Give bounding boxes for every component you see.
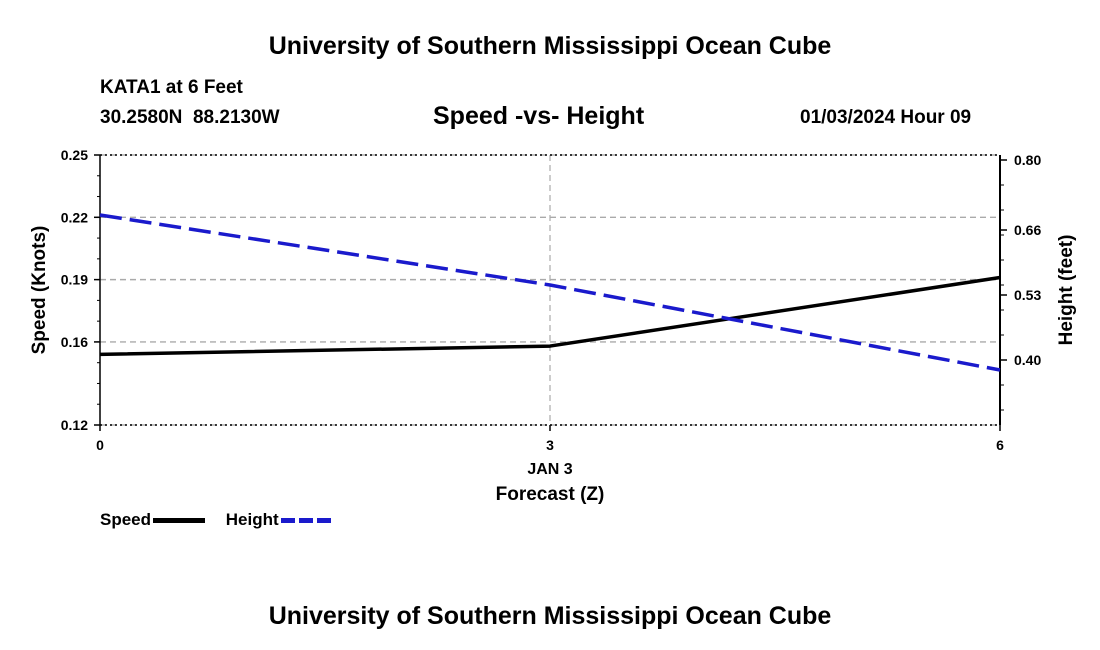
y-left-tick-label: 0.25 [61, 147, 88, 163]
legend-label-height: Height [225, 510, 279, 529]
series-line-height [99, 213, 1001, 372]
legend-swatch-speed [153, 518, 206, 524]
x-date-label: JAN 3 [527, 461, 572, 478]
legend: Speed Height [100, 510, 349, 530]
series-line-speed [99, 275, 1001, 357]
station-label: KATA1 at 6 Feet [100, 77, 243, 98]
coordinates: 30.2580N 88.2130W [100, 107, 280, 129]
forecast-datetime: 01/03/2024 Hour 09 [800, 107, 972, 128]
x-tick-label: 3 [546, 437, 554, 453]
chart-title: University of Southern Mississippi Ocean… [268, 32, 832, 60]
y-right-tick-label: 0.40 [1014, 352, 1041, 368]
y-right-tick-label: 0.80 [1014, 152, 1041, 168]
x-tick-label: 0 [96, 437, 104, 453]
longitude: 88.2130W [192, 107, 280, 128]
latitude: 30.2580N [100, 107, 183, 128]
y-left-axis-label: Speed (Knots) [29, 226, 50, 355]
x-tick-label: 6 [996, 437, 1004, 453]
footer-title: University of Southern Mississippi Ocean… [268, 602, 832, 630]
legend-swatch-height [280, 518, 333, 524]
chart-subtitle: Speed -vs- Height [433, 102, 645, 130]
line-chart: 0.25 0.22 0.19 0.16 0.12 0.80 0.66 0.53 0.40 0 3 6 J… [29, 147, 1077, 505]
y-left-tick-label: 0.12 [61, 417, 88, 433]
y-left-tick-label: 0.16 [61, 334, 88, 350]
y-right-tick-label: 0.53 [1014, 287, 1041, 303]
y-right-tick-label: 0.66 [1014, 222, 1041, 238]
legend-item-speed: Speed [100, 510, 206, 530]
y-left-tick-label: 0.19 [61, 272, 88, 288]
x-axis-label: Forecast (Z) [496, 484, 605, 505]
y-left-tick-label: 0.22 [61, 209, 88, 225]
legend-label-speed: Speed [100, 510, 152, 529]
y-right-axis-label: Height (feet) [1056, 235, 1077, 346]
legend-item-height: Height [226, 510, 333, 530]
